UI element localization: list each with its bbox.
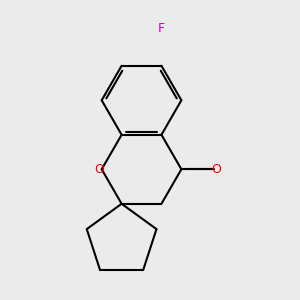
Text: F: F: [158, 22, 165, 35]
Text: O: O: [94, 163, 104, 176]
Text: O: O: [212, 163, 221, 176]
